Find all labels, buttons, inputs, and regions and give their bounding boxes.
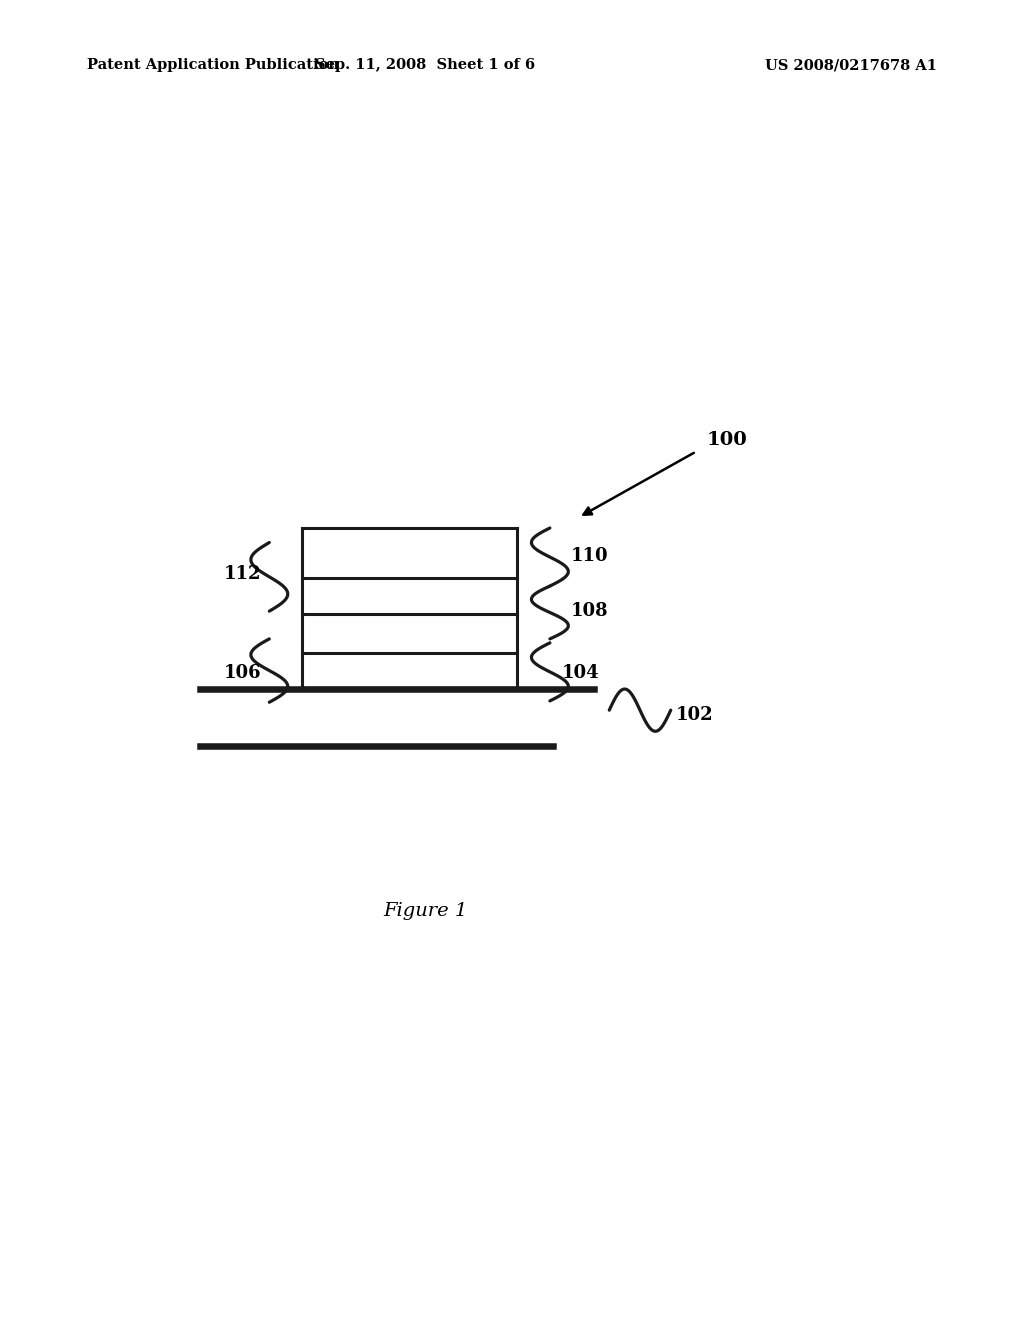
Text: 104: 104 (562, 664, 600, 682)
Text: 106: 106 (223, 664, 261, 682)
Text: Sep. 11, 2008  Sheet 1 of 6: Sep. 11, 2008 Sheet 1 of 6 (315, 58, 535, 73)
Text: 108: 108 (570, 602, 608, 620)
Text: Patent Application Publication: Patent Application Publication (87, 58, 339, 73)
Text: Figure 1: Figure 1 (383, 902, 467, 920)
Text: US 2008/0217678 A1: US 2008/0217678 A1 (765, 58, 937, 73)
Text: 100: 100 (707, 430, 748, 449)
Text: 112: 112 (223, 565, 261, 583)
Text: 110: 110 (570, 546, 608, 565)
Text: 102: 102 (676, 706, 714, 725)
